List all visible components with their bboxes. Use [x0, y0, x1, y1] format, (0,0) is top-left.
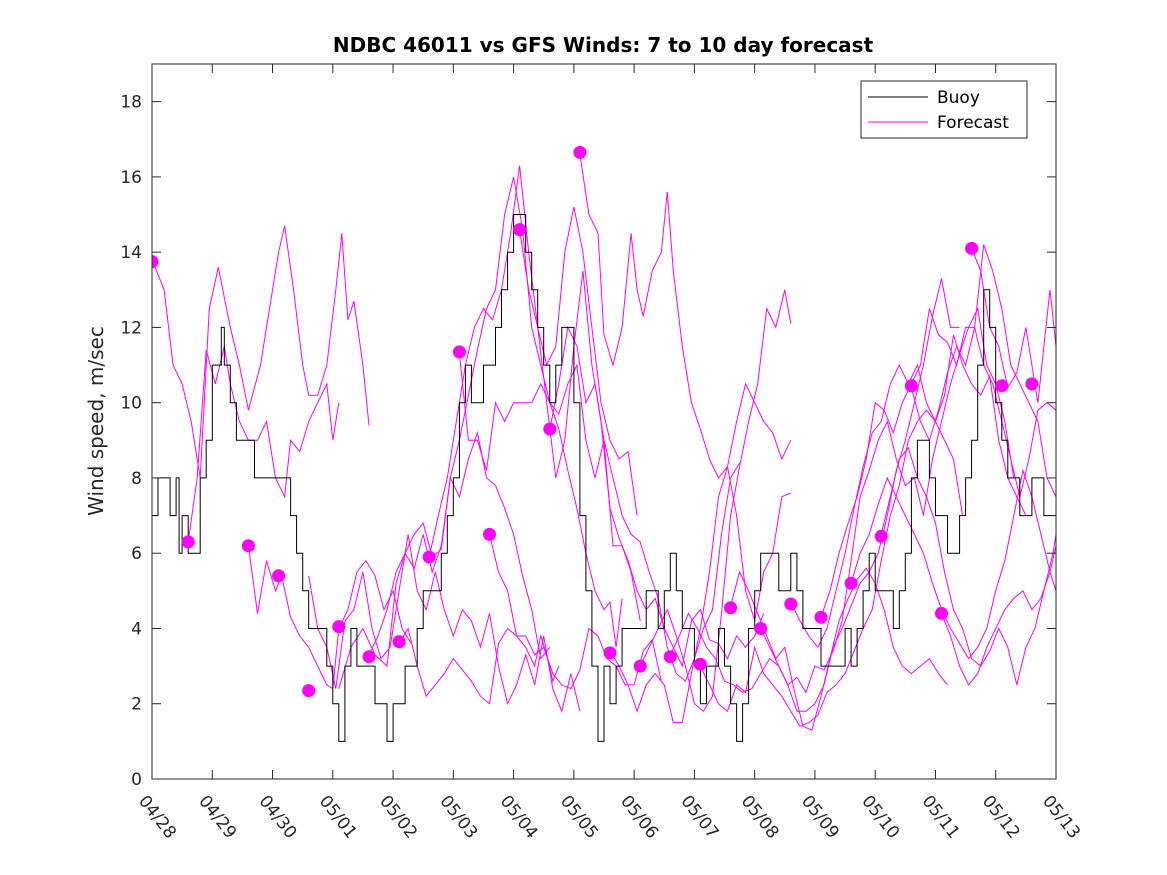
forecast-marker-8 — [422, 550, 436, 564]
forecast-marker-5 — [332, 620, 346, 634]
x-tick-label-9: 05/07 — [676, 792, 722, 843]
x-tick-label-7: 05/05 — [556, 792, 602, 843]
legend-forecast-label: Forecast — [937, 113, 1009, 133]
forecast-line-24 — [941, 545, 1056, 686]
forecast-marker-21 — [814, 610, 828, 624]
y-tick-label-4: 8 — [131, 469, 142, 489]
forecast-line-12 — [579, 154, 792, 479]
x-tick-label-3: 05/01 — [315, 792, 361, 843]
series-layer — [152, 154, 1056, 742]
forecast-marker-25 — [935, 606, 948, 620]
x-tick-label-4: 05/02 — [375, 792, 421, 843]
forecast-marker-15 — [633, 659, 647, 673]
forecast-marker-1 — [181, 535, 195, 549]
forecast-line-3 — [308, 534, 581, 713]
forecast-line-6 — [398, 627, 560, 705]
forecast-marker-24 — [904, 379, 918, 393]
forecast-marker-12 — [543, 422, 557, 436]
forecast-line-18 — [760, 306, 1015, 694]
forecast-marker-17 — [693, 657, 707, 671]
forecast-marker-11 — [513, 223, 527, 237]
x-tick-label-13: 05/11 — [918, 792, 964, 843]
legend-box — [860, 80, 1028, 139]
y-axis-label: Wind speed, m/sec — [84, 326, 108, 516]
y-tick-label-0: 0 — [131, 770, 142, 790]
forecast-marker-3 — [272, 569, 286, 583]
forecast-marker-9 — [452, 345, 466, 359]
x-tick-label-12: 05/10 — [857, 792, 903, 843]
forecast-line-1 — [187, 346, 340, 542]
forecast-line-22 — [880, 446, 1056, 686]
y-tick-label-7: 14 — [120, 243, 142, 263]
forecast-line-10 — [519, 229, 765, 668]
y-tick-label-3: 6 — [131, 544, 142, 564]
y-tick-label-1: 2 — [131, 695, 142, 715]
forecast-marker-7 — [392, 635, 406, 649]
forecast-line-14 — [639, 289, 792, 713]
forecast-line-16 — [699, 409, 964, 727]
forecast-line-0 — [152, 225, 370, 478]
marker-layer — [152, 145, 1039, 698]
forecast-marker-20 — [784, 597, 798, 611]
x-tick-label-14: 05/12 — [978, 792, 1024, 843]
forecast-line-21 — [850, 468, 1056, 660]
y-tick-label-5: 10 — [120, 394, 142, 414]
forecast-marker-22 — [844, 576, 858, 590]
forecast-marker-6 — [362, 650, 376, 664]
x-tick-label-11: 05/09 — [797, 792, 843, 843]
forecast-marker-18 — [724, 601, 738, 615]
y-tick-label-2: 4 — [131, 619, 142, 639]
forecast-marker-2 — [241, 539, 255, 553]
forecast-marker-19 — [754, 622, 768, 635]
forecast-line-9 — [489, 534, 662, 690]
forecast-marker-14 — [603, 646, 617, 660]
forecast-line-25 — [971, 248, 1056, 403]
forecast-marker-10 — [483, 527, 496, 541]
x-tick-label-6: 05/04 — [496, 792, 542, 843]
forecast-marker-27 — [995, 379, 1009, 393]
forecast-line-20 — [820, 308, 1056, 618]
axis-layer: 0 2 4 6 8 10 12 14 16 18 04/28 04/29 04/30 05/01 05/02… — [120, 64, 1084, 843]
chart-title: NDBC 46011 vs GFS Winds: 7 to 10 day for… — [333, 33, 874, 57]
forecast-line-2 — [247, 545, 412, 690]
legend: Buoy Forecast — [860, 80, 1028, 139]
y-tick-label-9: 18 — [120, 93, 142, 113]
legend-buoy-label: Buoy — [937, 88, 980, 108]
forecast-line-17 — [730, 567, 948, 731]
forecast-marker-0 — [152, 255, 159, 269]
forecast-marker-28 — [1025, 377, 1039, 391]
forecast-marker-16 — [663, 650, 677, 664]
plot-area-frame — [151, 63, 1057, 780]
x-tick-label-5: 05/03 — [435, 792, 481, 843]
x-tick-label-0: 04/28 — [134, 792, 180, 843]
x-tick-label-1: 04/29 — [194, 792, 240, 843]
forecast-line-23 — [910, 244, 1056, 498]
forecast-marker-26 — [965, 241, 979, 255]
forecast-line-11 — [549, 325, 741, 683]
forecast-marker-13 — [573, 145, 587, 159]
x-tick-label-15: 05/13 — [1038, 792, 1084, 843]
forecast-marker-4 — [302, 684, 316, 698]
y-tick-label-6: 12 — [120, 318, 142, 338]
forecast-line-4 — [338, 430, 551, 689]
x-tick-label-10: 05/08 — [737, 792, 783, 843]
x-tick-label-8: 05/06 — [616, 792, 662, 843]
forecast-line-5 — [368, 176, 623, 656]
x-tick-label-2: 04/30 — [255, 792, 301, 843]
buoy-line — [152, 214, 1056, 742]
forecast-line-15 — [669, 278, 960, 712]
y-tick-label-8: 16 — [120, 168, 142, 188]
forecast-marker-23 — [874, 529, 888, 543]
